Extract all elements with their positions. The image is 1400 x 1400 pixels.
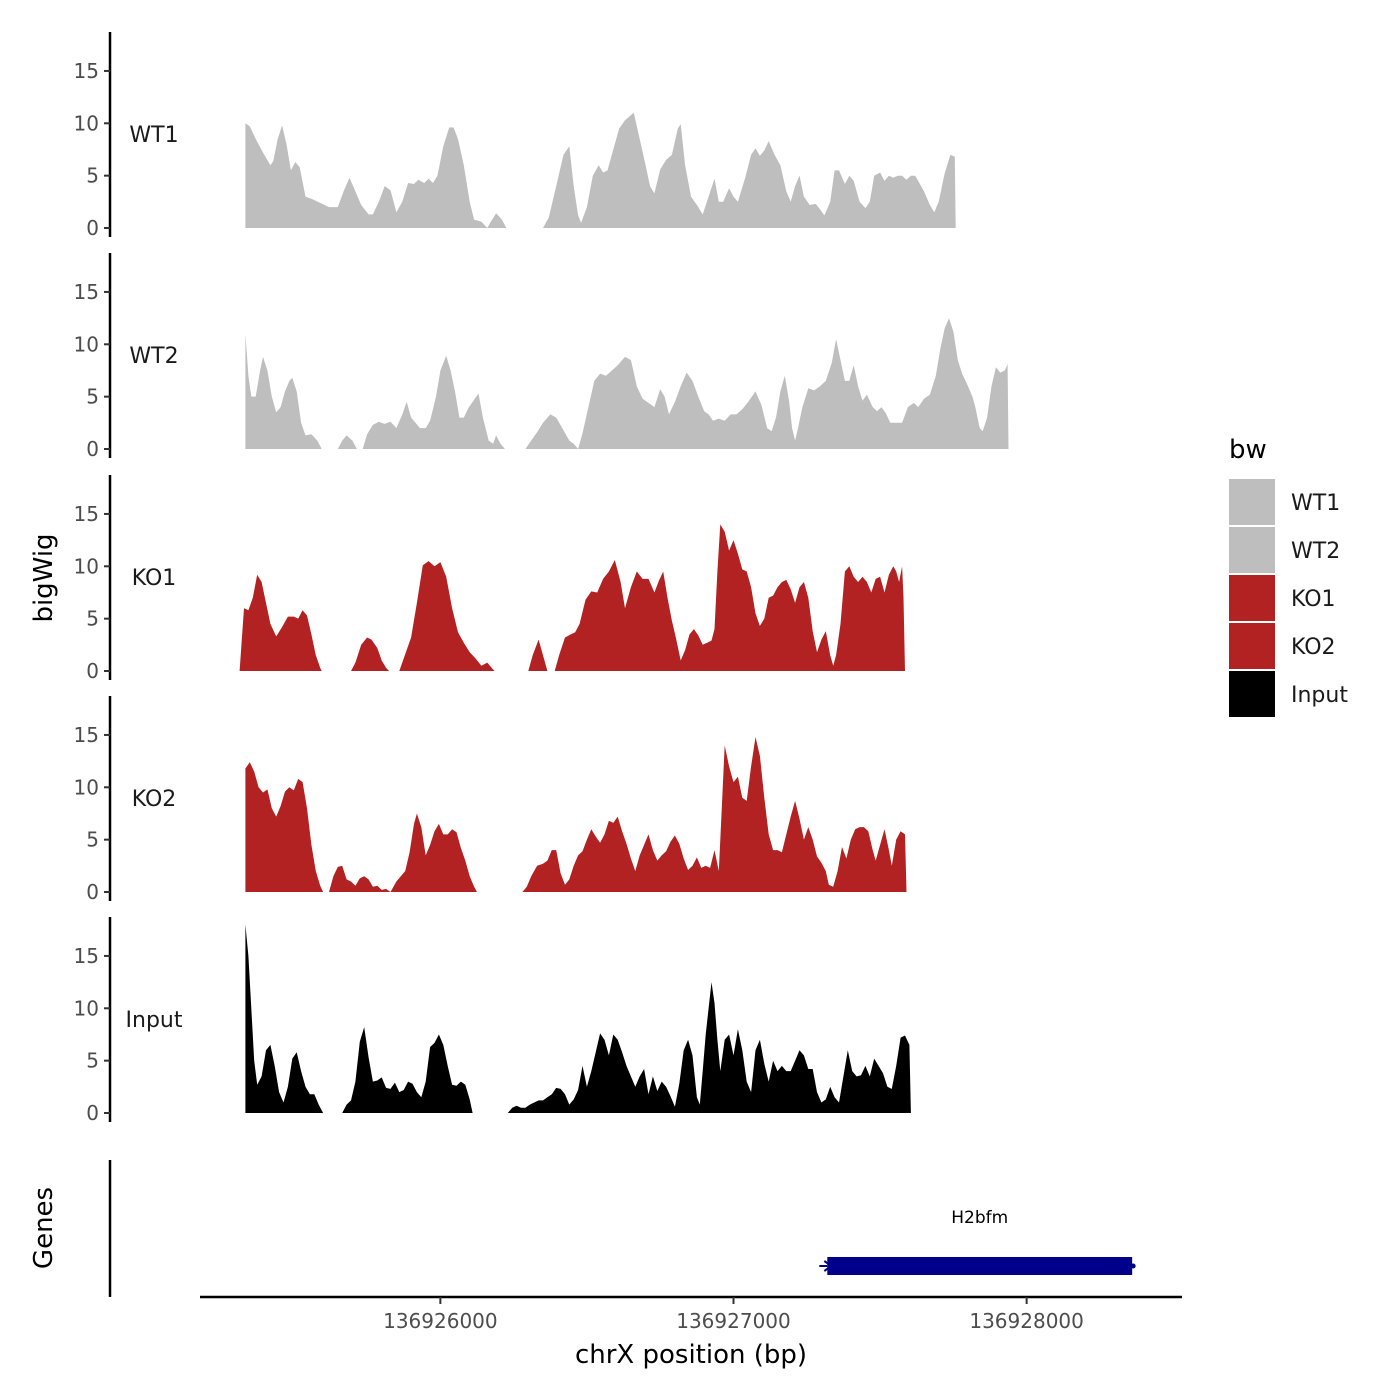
gene-h2bfm: H2bfm xyxy=(819,1208,1136,1275)
signal-area-wt2 xyxy=(245,333,322,449)
y-axis-title: bigWig xyxy=(29,533,59,622)
signal-tracks: 0 5 10 15 WT1 0 5 10 15 WT2 0 5 10 15 KO1 0 5 10 15 KO2 0 5 10… xyxy=(74,32,1009,1125)
signal-area-input xyxy=(342,1027,473,1113)
track-ko2: 0 5 10 15 KO2 xyxy=(74,696,907,904)
signal-area-wt2 xyxy=(525,318,1009,449)
y-tick-label: 10 xyxy=(74,775,99,799)
y-tick-label: 15 xyxy=(74,723,99,747)
x-tick-label: 136926000 xyxy=(383,1309,498,1333)
y-tick-label: 10 xyxy=(74,111,99,135)
legend-swatch xyxy=(1229,527,1275,573)
signal-area-ko2 xyxy=(329,813,477,892)
genes-panel-label: Genes xyxy=(29,1187,59,1269)
track-ko1: 0 5 10 15 KO1 xyxy=(74,475,905,683)
y-tick-label: 10 xyxy=(74,996,99,1020)
signal-area-ko1 xyxy=(399,561,495,671)
legend-items: WT1 WT2 KO1 KO2 Input xyxy=(1229,479,1348,717)
signal-area-wt2 xyxy=(362,355,505,449)
y-tick-label: 5 xyxy=(86,164,99,188)
track-input: 0 5 10 15 Input xyxy=(74,917,911,1125)
x-tick-label: 136927000 xyxy=(676,1309,791,1333)
legend: bw WT1 WT2 KO1 KO2 Input xyxy=(1229,435,1348,717)
track-wt1: 0 5 10 15 WT1 xyxy=(74,32,956,240)
signal-area-wt1 xyxy=(245,123,507,228)
signal-area-ko1 xyxy=(528,639,548,671)
signal-area-ko2 xyxy=(522,737,907,892)
y-tick-label: 15 xyxy=(74,502,99,526)
y-tick-label: 15 xyxy=(74,280,99,304)
gene-strand-arrow-icon xyxy=(823,1260,834,1272)
signal-area-input xyxy=(245,924,324,1113)
legend-label: WT1 xyxy=(1291,491,1340,516)
track-label: KO1 xyxy=(132,566,177,591)
legend-title: bw xyxy=(1229,435,1267,465)
y-tick-label: 5 xyxy=(86,1049,99,1073)
y-tick-label: 10 xyxy=(74,332,99,356)
legend-swatch xyxy=(1229,623,1275,669)
signal-area-input xyxy=(507,982,911,1113)
legend-label: KO1 xyxy=(1291,587,1336,612)
gene-items: H2bfm xyxy=(819,1208,1136,1275)
y-tick-label: 5 xyxy=(86,607,99,631)
legend-label: WT2 xyxy=(1291,539,1340,564)
signal-area-wt2 xyxy=(337,435,357,449)
x-tick-label: 136928000 xyxy=(969,1309,1084,1333)
y-tick-label: 0 xyxy=(86,216,99,240)
signal-area-ko2 xyxy=(245,762,324,892)
y-tick-label: 15 xyxy=(74,59,99,83)
legend-label: KO2 xyxy=(1291,635,1336,660)
y-tick-label: 0 xyxy=(86,437,99,461)
y-tick-label: 0 xyxy=(86,659,99,683)
x-axis: 136926000 136927000 136928000 chrX positio… xyxy=(200,1295,1182,1370)
y-tick-label: 0 xyxy=(86,880,99,904)
x-ticks: 136926000 136927000 136928000 xyxy=(383,1297,1084,1333)
legend-item-input: Input xyxy=(1229,671,1348,717)
legend-item-wt1: WT1 xyxy=(1229,479,1340,525)
signal-area-ko1 xyxy=(554,524,905,671)
y-tick-label: 15 xyxy=(74,944,99,968)
track-label: WT1 xyxy=(129,123,178,148)
signal-area-ko1 xyxy=(351,637,390,671)
track-label: Input xyxy=(126,1008,183,1033)
track-wt2: 0 5 10 15 WT2 xyxy=(74,253,1009,461)
x-axis-title: chrX position (bp) xyxy=(575,1340,807,1370)
gene-name: H2bfm xyxy=(951,1208,1008,1228)
gene-end-cap xyxy=(1130,1263,1136,1269)
legend-label: Input xyxy=(1291,683,1348,708)
y-tick-label: 5 xyxy=(86,385,99,409)
legend-item-wt2: WT2 xyxy=(1229,527,1340,573)
legend-swatch xyxy=(1229,671,1275,717)
signal-area-wt1 xyxy=(543,112,956,228)
legend-item-ko2: KO2 xyxy=(1229,623,1336,669)
legend-item-ko1: KO1 xyxy=(1229,575,1336,621)
track-label: WT2 xyxy=(129,344,178,369)
legend-swatch xyxy=(1229,575,1275,621)
y-tick-label: 0 xyxy=(86,1101,99,1125)
genes-panel: Genes H2bfm xyxy=(29,1160,1136,1297)
legend-swatch xyxy=(1229,479,1275,525)
y-tick-label: 10 xyxy=(74,554,99,578)
signal-area-ko1 xyxy=(239,574,322,671)
y-tick-label: 5 xyxy=(86,828,99,852)
track-label: KO2 xyxy=(132,787,177,812)
gene-body xyxy=(827,1257,1133,1275)
